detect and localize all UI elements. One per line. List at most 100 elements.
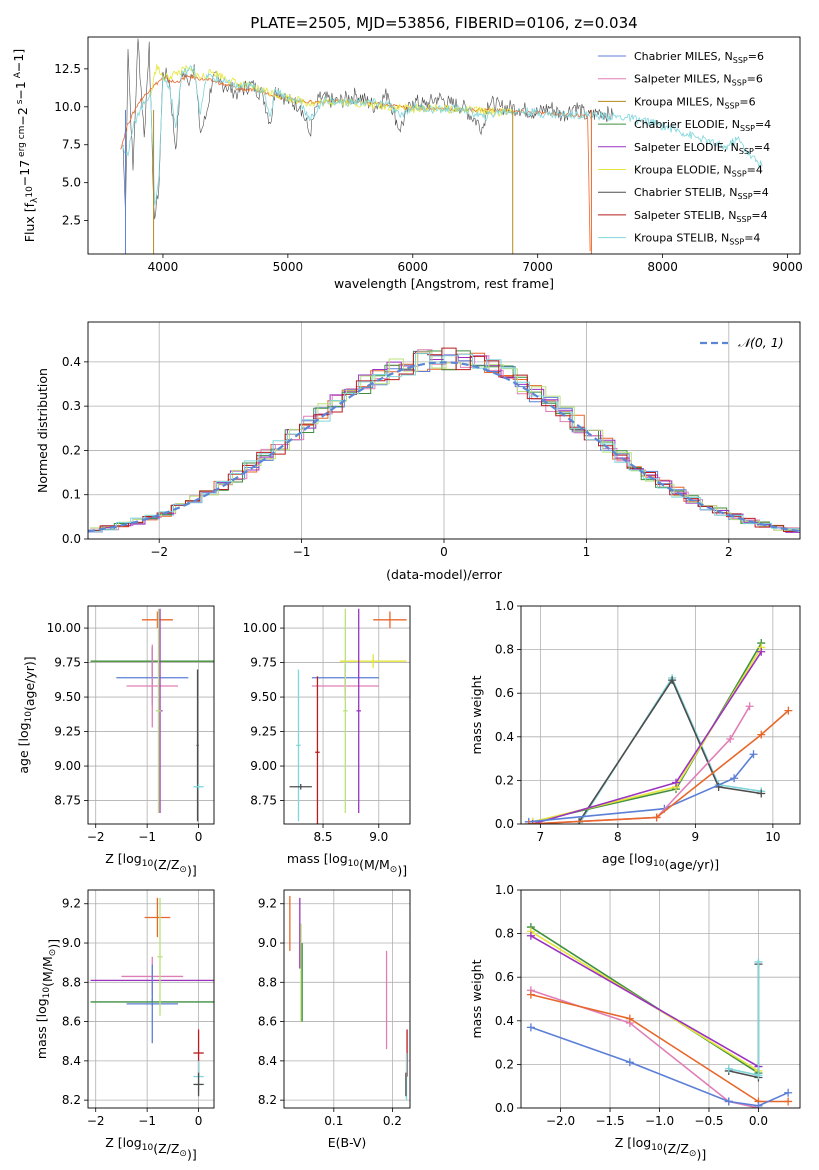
legend-entry: Kroupa ELODIE, NSSP=4 [634, 164, 763, 179]
x-axis-label: Z [log10(Z/Z⊙)] [615, 1135, 706, 1162]
y-tick-label: 9.25 [54, 725, 81, 739]
y-axis-label-part: mass [log [34, 998, 49, 1059]
y-axis-label-part: Flux [f [22, 202, 37, 242]
legend-entry-part: Chabrier STELIB, N [634, 186, 738, 199]
y-tick-label: 0.6 [495, 970, 514, 984]
x-axis-label: age [log10(age/yr)] [602, 851, 719, 872]
x-axis-label-part: Z [log [105, 851, 141, 866]
x-tick-label: −0.5 [694, 1114, 723, 1128]
y-tick-label: 8.4 [62, 1054, 81, 1068]
y-tick-label: 0.4 [495, 1014, 514, 1028]
y-tick-label: 0.1 [62, 488, 81, 502]
x-tick-label: 7000 [522, 260, 553, 274]
plot-area-mass_vs_EBV [284, 890, 410, 1108]
weight-series-line [530, 926, 759, 1074]
legend-entry-part: =4 [755, 118, 771, 131]
x-axis-label-part: )] [187, 863, 197, 878]
x-axis-label-part: (Z/Z [153, 1141, 179, 1156]
x-axis-label: wavelength [Angstrom, rest frame] [334, 276, 554, 291]
x-tick-label: 0 [440, 545, 448, 559]
legend-entry: Kroupa STELIB, NSSP=4 [634, 232, 760, 247]
y-axis-label-part: λ [30, 197, 40, 203]
y-tick-label: 8.6 [258, 1015, 277, 1029]
weight-point-marker [672, 778, 680, 787]
x-axis-label-part: ⊙ [390, 865, 398, 875]
y-tick-label: 0.4 [62, 355, 81, 369]
y-axis-label-part: −17 [17, 160, 32, 186]
y-axis-label: Normed distribution [35, 368, 50, 493]
y-axis-label-part: ] [11, 49, 26, 54]
residual-histogram [88, 347, 798, 532]
y-axis-label-part: (M/M [40, 956, 55, 987]
legend-entry: Chabrier MILES, NSSP=6 [634, 50, 764, 65]
y-axis-label-part: −1 [11, 54, 26, 72]
legend-entry: Salpeter MILES, NSSP=6 [634, 73, 763, 88]
x-tick-label: −2.0 [546, 1114, 575, 1128]
y-tick-label: 0.8 [495, 927, 514, 941]
y-tick-label: 8.4 [258, 1054, 277, 1068]
y-tick-label: 9.75 [250, 656, 277, 670]
weight-point-marker [784, 1097, 793, 1106]
y-tick-label: 0.2 [495, 773, 514, 787]
y-tick-label: 10.00 [47, 621, 81, 635]
weight-series-line [528, 710, 789, 824]
axes-frame [283, 605, 411, 825]
weight-point-marker [757, 730, 766, 739]
x-axis-label-part: 10 [142, 859, 154, 869]
legend-entry-part: SSP [733, 56, 748, 65]
y-axis-label-part: 10 [25, 186, 35, 198]
weight-point-marker [745, 702, 754, 711]
y-axis-label-part: erg cm [17, 126, 27, 160]
x-tick-label: 8 [614, 830, 622, 844]
legend-entry: Salpeter STELIB, NSSP=4 [634, 209, 768, 224]
weight-point-marker [524, 820, 533, 824]
x-axis-label: mass [log10(M/M⊙)] [287, 851, 407, 878]
y-tick-label: 9.75 [54, 656, 81, 670]
y-axis-label-part: age [log [16, 722, 31, 773]
axes-frame [520, 889, 801, 1109]
x-tick-label: 10 [765, 830, 780, 844]
panel-age_vs_mass: 8.5 9.0 8.75 9.00 9.25 9.50 9.75 10.00 mass [log… [243, 605, 411, 878]
y-tick-label: 9.25 [250, 725, 277, 739]
y-tick-label: 9.50 [250, 690, 277, 704]
y-axis-label-part: (age/yr)] [22, 656, 37, 711]
legend-entry-part: =4 [744, 232, 760, 245]
x-tick-label: 0 [195, 830, 203, 844]
x-axis-label: Z [log10(Z/Z⊙)] [105, 1135, 196, 1162]
legend-entry-part: Chabrier MILES, N [634, 50, 733, 63]
weight-point-marker [625, 1058, 634, 1067]
plot-area-age_vs_mass [284, 606, 410, 824]
x-tick-label: 0 [195, 1114, 203, 1128]
legend-entry-part: SSP [738, 192, 753, 201]
weight-series-line [528, 753, 755, 823]
panel-mass_vs_Z: −2 −1 08.28.48.68.89.09.2Z [log10(Z/Z⊙)]ma… [34, 889, 215, 1162]
y-axis-label: age [log10(age/yr)] [16, 656, 37, 773]
weight-point-marker [526, 931, 535, 940]
panel-mass_vs_EBV: 0.1 0.2 8.2 8.4 8.6 8.8 9.0 9.2 E(B-V) [258, 889, 411, 1150]
y-tick-label: 0.0 [62, 532, 81, 546]
x-axis-label-part: Z [log [615, 1135, 651, 1150]
y-tick-label: 8.75 [250, 794, 277, 808]
weight-point-marker [726, 734, 735, 743]
y-tick-label: 9.2 [258, 897, 277, 911]
y-tick-label: 10.0 [54, 100, 81, 114]
axes-frame [283, 889, 411, 1109]
weight-point-marker [754, 957, 763, 966]
legend-entry: Chabrier STELIB, NSSP=4 [634, 186, 769, 201]
legend-entry-part: =4 [753, 186, 769, 199]
x-axis-label-part: )] [187, 1147, 197, 1162]
x-tick-label: 2 [725, 545, 733, 559]
legend-entry-part: Salpeter STELIB, N [634, 209, 736, 222]
weight-point-marker [784, 706, 793, 715]
y-axis-label-part: )] [46, 939, 61, 949]
y-tick-label: 9.50 [54, 690, 81, 704]
x-tick-label: 8000 [647, 260, 678, 274]
y-tick-label: 0.0 [495, 817, 514, 831]
x-tick-label: −2 [87, 1114, 105, 1128]
weight-point-marker [625, 1014, 634, 1023]
x-tick-label: −1.5 [595, 1114, 624, 1128]
weight-point-marker [652, 813, 661, 822]
y-tick-label: 8.2 [62, 1093, 81, 1107]
weight-point-marker [730, 774, 739, 783]
weight-series-line [532, 651, 762, 824]
